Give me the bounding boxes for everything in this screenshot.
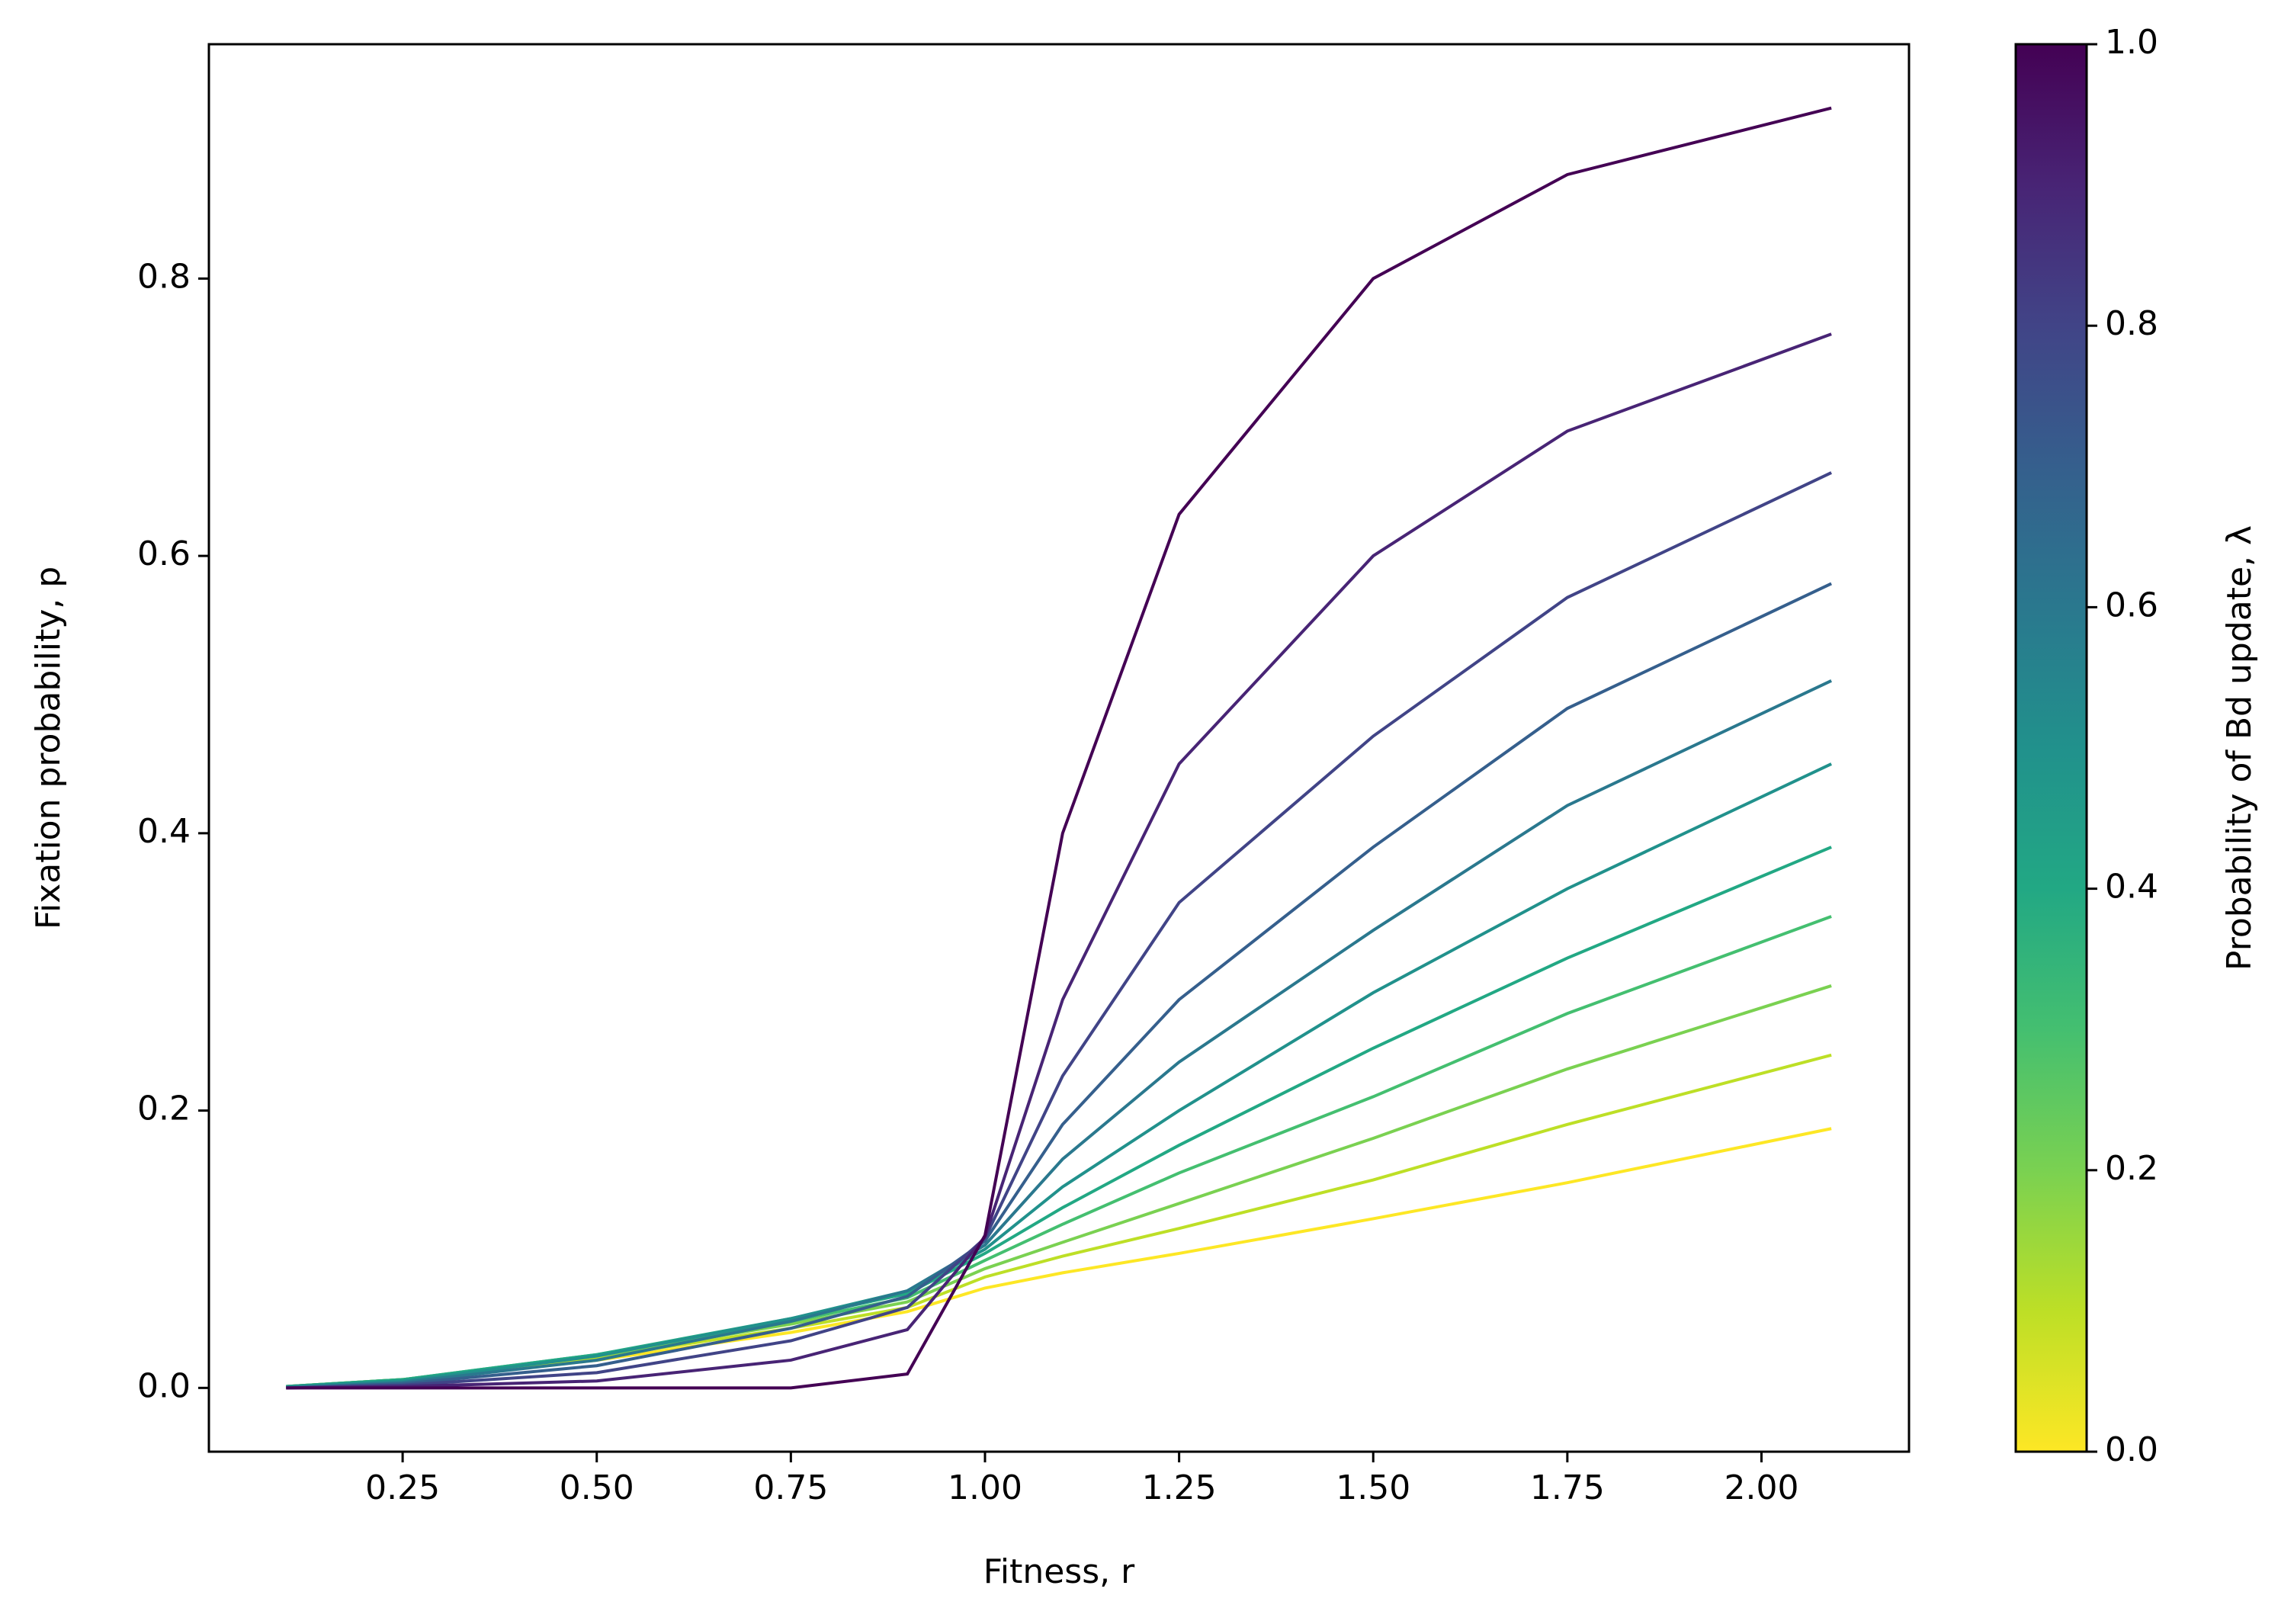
x-tick-label: 0.25 bbox=[365, 1468, 440, 1507]
colorbar bbox=[2014, 43, 2088, 1453]
x-tick-label: 0.50 bbox=[560, 1468, 634, 1507]
x-tick-label: 1.25 bbox=[1142, 1468, 1217, 1507]
y-tick-label: 0.0 bbox=[137, 1366, 191, 1405]
x-axis-label: Fitness, r bbox=[983, 1552, 1135, 1591]
colorbar-tick-label: 0.2 bbox=[2105, 1149, 2158, 1188]
series-line bbox=[286, 582, 1833, 1390]
y-tick-label: 0.8 bbox=[137, 257, 191, 296]
series-line bbox=[286, 762, 1833, 1388]
colorbar-tick-label: 0.4 bbox=[2105, 868, 2158, 907]
y-tick-label: 0.4 bbox=[137, 812, 191, 851]
colorbar-tick-label: 1.0 bbox=[2105, 23, 2158, 62]
series-line bbox=[286, 106, 1832, 1390]
colorbar-tick-label: 0.8 bbox=[2105, 304, 2158, 343]
series-line bbox=[286, 1053, 1832, 1388]
x-tick-label: 1.50 bbox=[1336, 1468, 1410, 1507]
colorbar-tick-label: 0.6 bbox=[2105, 586, 2158, 624]
x-tick-label: 0.75 bbox=[753, 1468, 828, 1507]
x-tick-label: 1.75 bbox=[1530, 1468, 1605, 1507]
x-tick-label: 2.00 bbox=[1725, 1468, 1799, 1507]
series-line bbox=[286, 915, 1832, 1388]
colorbar-tick-label: 0.0 bbox=[2105, 1430, 2158, 1469]
series-line bbox=[286, 984, 1832, 1388]
series-line bbox=[286, 471, 1833, 1390]
y-axis-label: Fixation probability, p bbox=[29, 566, 68, 929]
colorbar-label: Probability of Bd update, λ bbox=[2220, 525, 2259, 971]
series-line bbox=[286, 679, 1833, 1390]
y-tick-label: 0.2 bbox=[137, 1090, 191, 1128]
x-tick-label: 1.00 bbox=[948, 1468, 1022, 1507]
plot-frame bbox=[207, 43, 1911, 1453]
y-tick-label: 0.6 bbox=[137, 534, 191, 573]
